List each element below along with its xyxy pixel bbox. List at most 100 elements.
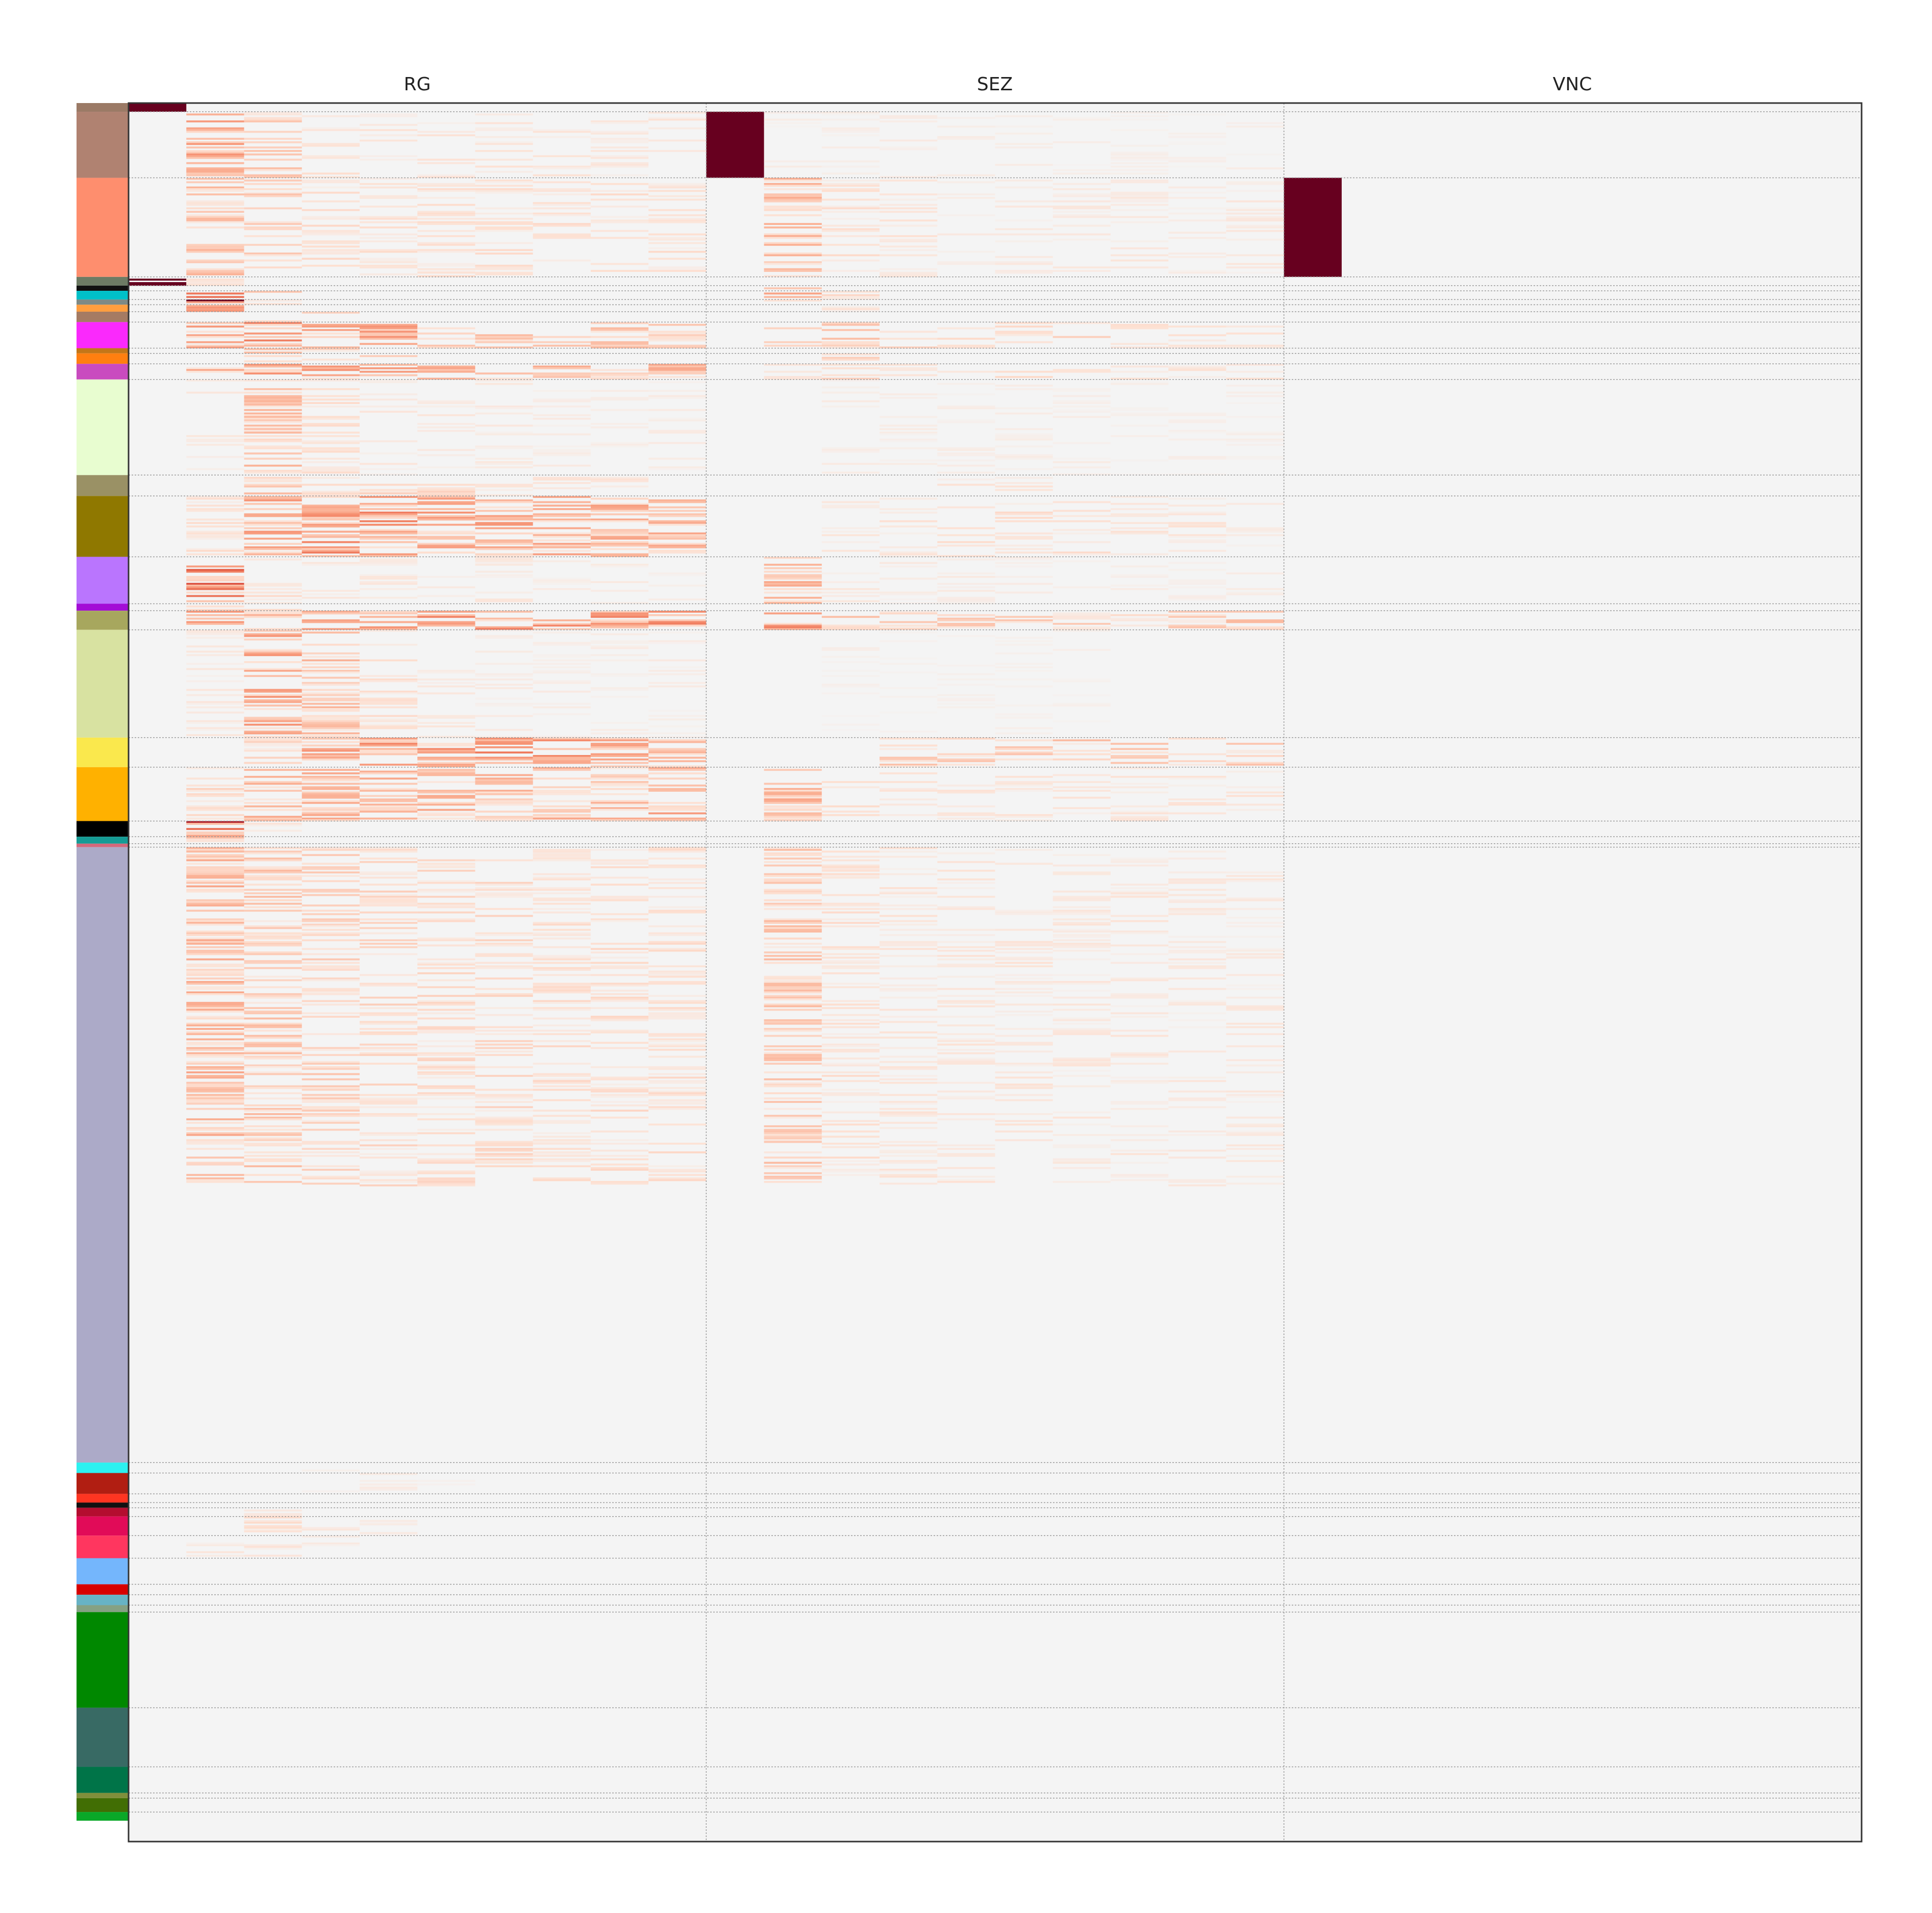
heatmap-cell [648,849,707,851]
heatmap-cell [995,271,1053,274]
heatmap-cell [244,405,302,408]
heatmap-cell [475,781,533,783]
heatmap-cell [244,1045,302,1047]
heatmap-cell [764,1107,822,1110]
heatmap-cell [359,1014,418,1016]
heatmap-cell [475,779,533,782]
heatmap-cell [302,506,360,509]
heatmap-cell [186,595,244,597]
heatmap-cell [1052,195,1111,197]
heatmap-cell [533,214,591,216]
heatmap-cell [244,150,302,152]
heatmap-cell [648,614,707,616]
heatmap-cell [821,876,880,879]
heatmap-cell [590,548,649,550]
heatmap-cell [186,1156,244,1159]
heatmap-cell [359,1028,418,1030]
heatmap-cell [648,1040,707,1042]
heatmap-cell [417,188,475,190]
heatmap-cell [186,143,244,145]
heatmap-cell [937,527,995,530]
heatmap-cell [764,299,822,301]
heatmap-cell [880,632,938,634]
heatmap-cell [475,790,533,792]
heatmap-cell [302,423,360,425]
heatmap-cell [590,329,649,331]
heatmap-cell [359,890,418,893]
heatmap-cell [302,398,360,401]
heatmap-cell [1168,505,1226,507]
heatmap-cell [533,809,591,811]
heatmap-cell [359,1084,418,1086]
heatmap-cell [186,174,244,177]
heatmap-cell [937,327,995,330]
heatmap-cell [995,146,1053,149]
heatmap-cell [475,965,533,968]
heatmap-cell [302,734,360,736]
heatmap-cell [302,1101,360,1103]
heatmap-cell [475,489,533,491]
heatmap-cell [186,292,244,295]
heatmap-cell [533,969,591,971]
heatmap-cell [648,372,707,375]
heatmap-cell [1052,336,1111,338]
heatmap-cell [1226,880,1284,883]
heatmap-cell [764,1177,822,1179]
heatmap-cell [648,499,707,501]
heatmap-cell [186,800,244,802]
heatmap-cell [821,1043,880,1046]
heatmap-cell [417,757,475,759]
heatmap-cell [880,1160,938,1162]
heatmap-cell [302,143,360,145]
heatmap-cell [764,122,822,124]
heatmap-cell [590,998,649,1000]
heatmap-cell [244,1055,302,1058]
heatmap-cell [880,1170,938,1173]
heatmap-cell [821,1092,880,1094]
heatmap-cell [533,390,591,392]
heatmap-cell [1052,943,1111,945]
heatmap-cell [937,1113,995,1115]
heatmap-cell [995,200,1053,203]
heatmap-cell [821,1064,880,1067]
heatmap-cell [1226,263,1284,265]
heatmap-cell [937,197,995,199]
heatmap-cell [417,621,475,623]
heatmap-cell [244,1509,302,1512]
heatmap-cell [244,802,302,804]
heatmap-cell [186,534,244,536]
heatmap-cell [359,115,418,117]
heatmap-cell [648,765,707,768]
heatmap-cell [359,748,418,750]
heatmap-cell [1052,612,1111,615]
heatmap-cell [244,1513,302,1515]
heatmap-cell [417,1003,475,1006]
heatmap-cell [995,814,1053,816]
heatmap-cell [359,553,418,556]
heatmap-cell [244,159,302,161]
heatmap-cell [186,949,244,952]
heatmap-cell [244,585,302,587]
heatmap-cell [1226,212,1284,215]
heatmap-cell [880,988,938,990]
heatmap-cell [475,458,533,460]
heatmap-cell [533,259,591,262]
heatmap-cell [1168,1080,1226,1083]
heatmap-cell [533,816,591,818]
heatmap-cell [937,1118,995,1121]
heatmap-cell [821,986,880,989]
heatmap-cell [533,1177,591,1179]
heatmap-cell [475,774,533,776]
heatmap-cell [186,1007,244,1009]
heatmap-cell [648,532,707,535]
heatmap-cell [764,908,822,910]
heatmap-cell [995,125,1053,128]
heatmap-cell [1052,890,1111,893]
heatmap-cell [821,967,880,969]
heatmap-cell [302,490,360,493]
heatmap-cell [764,585,822,587]
heatmap-cell [880,525,938,527]
heatmap-cell [533,544,591,547]
heatmap-cell [648,190,707,192]
heatmap-cell [417,906,475,909]
